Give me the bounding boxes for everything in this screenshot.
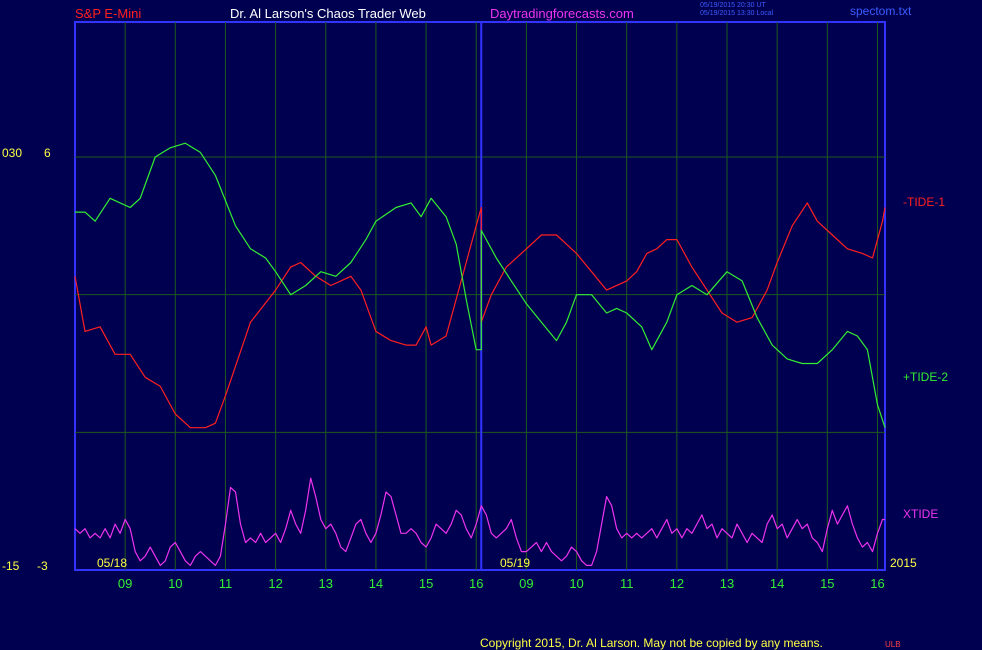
x-tick-label: 15 (820, 576, 834, 591)
x-tick-labels: 09 10 11 12 13 14 15 16 09 10 11 12 13 14 15 16 (118, 576, 885, 591)
x-tick-label: 14 (369, 576, 383, 591)
plot-frame (74, 21, 886, 571)
x-tick-label: 09 (519, 576, 533, 591)
left-top-label: 030 (2, 146, 23, 160)
left-bottom-label: -15 (2, 559, 20, 573)
x-tick-label: 16 (469, 576, 483, 591)
timestamp-local: 05/19/2015 13:30 Local (700, 10, 774, 17)
file-label: spectom.txt (850, 4, 912, 18)
series-layer (74, 142, 886, 567)
date-label-day2: 05/19 (500, 556, 531, 570)
legend-xtide: XTIDE (903, 507, 939, 521)
x-tick-label: 13 (319, 576, 333, 591)
x-tick-label: 14 (770, 576, 784, 591)
x-tick-label: 10 (168, 576, 182, 591)
series-line-tide1 (74, 202, 886, 429)
date-label-day1: 05/18 (97, 556, 128, 570)
x-tick-label: 11 (620, 576, 634, 591)
x-tick-label: 16 (870, 576, 884, 591)
corner-mark: ULB (885, 640, 901, 649)
series-line-xtide (74, 477, 885, 567)
year-label: 2015 (890, 556, 917, 570)
x-tick-label: 12 (268, 576, 282, 591)
symbol-label: S&P E-Mini (75, 6, 142, 21)
x-tick-label: 10 (569, 576, 583, 591)
x-tick-label: 13 (720, 576, 734, 591)
site-link[interactable]: Daytradingforecasts.com (490, 6, 634, 21)
timestamp-ut: 05/19/2015 20:30 UT (700, 2, 766, 9)
x-tick-label: 12 (670, 576, 684, 591)
copyright-text: Copyright 2015, Dr. Al Larson. May not b… (480, 636, 823, 650)
legend-tide2: +TIDE-2 (903, 370, 949, 384)
x-tick-label: 09 (118, 576, 132, 591)
x-tick-label: 15 (419, 576, 433, 591)
left-top-value: 6 (44, 146, 51, 160)
x-tick-label: 11 (219, 576, 233, 591)
chart-title: Dr. Al Larson's Chaos Trader Web (230, 6, 426, 21)
series-line-tide2 (75, 142, 886, 428)
left-bottom-value: -3 (37, 559, 48, 573)
legend-tide1: -TIDE-1 (903, 195, 945, 209)
